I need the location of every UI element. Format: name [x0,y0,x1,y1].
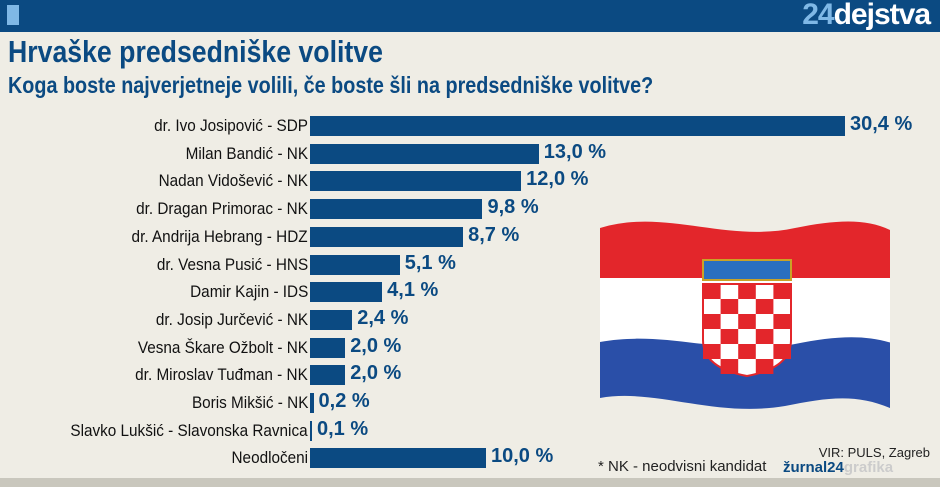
data-label: 2,0 % [350,362,402,385]
shield-check [720,299,739,314]
category-label: dr. Ivo Josipović - SDP [154,116,308,135]
bar [310,337,346,358]
category-label: dr. Andrija Hebrang - HDZ [131,226,308,246]
shield-check [738,314,756,329]
source-note: VIR: PULS, Zagreb [818,445,930,460]
bar [310,365,346,386]
zurnal24-logo: žurnal24grafika [783,459,894,476]
category-label: Slavko Lukšić - Slavonska Ravnica [70,420,308,440]
category-label: Nadan Vidošević - NK [158,171,308,191]
data-label: 2,4 % [357,306,409,329]
category-label: dr. Vesna Pusić - HNS [156,254,308,274]
bar [310,116,845,136]
shield-check [773,284,791,299]
category-label: Neodločeni [231,448,308,468]
logo-24dejstva: 24dejstva [802,0,931,31]
data-label: 0,1 % [317,417,369,440]
shield-check [720,329,739,344]
data-label: 8,7 % [468,223,520,246]
nk-footnote: * NK - neodvisni kandidat [598,458,767,475]
shield-check [720,359,739,374]
shield-check [755,359,774,374]
chart-subtitle: Koga boste najverjetneje volili, če bost… [8,72,654,98]
shield-check [703,344,721,359]
chart-title: Hrvaške predsedniške volitve [8,34,383,69]
data-label: 12,0 % [526,168,589,191]
bar [310,448,486,469]
croatian-flag-image [600,221,890,409]
shield-check [703,284,721,299]
category-label: dr. Dragan Primorac - NK [136,199,308,219]
category-label: Damir Kajin - IDS [189,282,308,302]
category-label: Boris Mikšić - NK [191,393,308,412]
bar [310,254,400,275]
bar [310,171,522,192]
data-label: 9,8 % [487,196,539,219]
shield-check [773,344,791,359]
data-label: 0,2 % [318,390,370,412]
category-label: Milan Bandić - NK [185,143,308,163]
header-square-icon [7,5,19,25]
bar [310,393,314,413]
data-label: 30,4 % [850,113,913,135]
shield-check [755,329,774,344]
data-label: 2,0 % [350,334,402,357]
category-label: Vesna Škare Ožbolt - NK [137,337,308,357]
category-label: dr. Josip Jurčević - NK [155,309,308,329]
data-label: 10,0 % [490,445,554,468]
data-label: 4,1 % [387,279,439,302]
header-bar: 24dejstva [0,0,940,32]
bar [310,309,353,330]
shield-check [703,314,721,329]
data-label: 13,0 % [543,140,607,163]
shield-check [738,344,756,359]
bar [310,199,483,220]
shield-check [773,314,791,329]
bar [310,143,539,164]
data-label: 5,1 % [404,251,456,274]
bar [310,420,312,441]
shield-check [755,299,774,314]
shield-check [738,284,756,299]
category-label: dr. Miroslav Tuđman - NK [135,365,308,385]
bar [310,282,383,303]
footer-strip [0,478,940,487]
bar [310,226,464,247]
